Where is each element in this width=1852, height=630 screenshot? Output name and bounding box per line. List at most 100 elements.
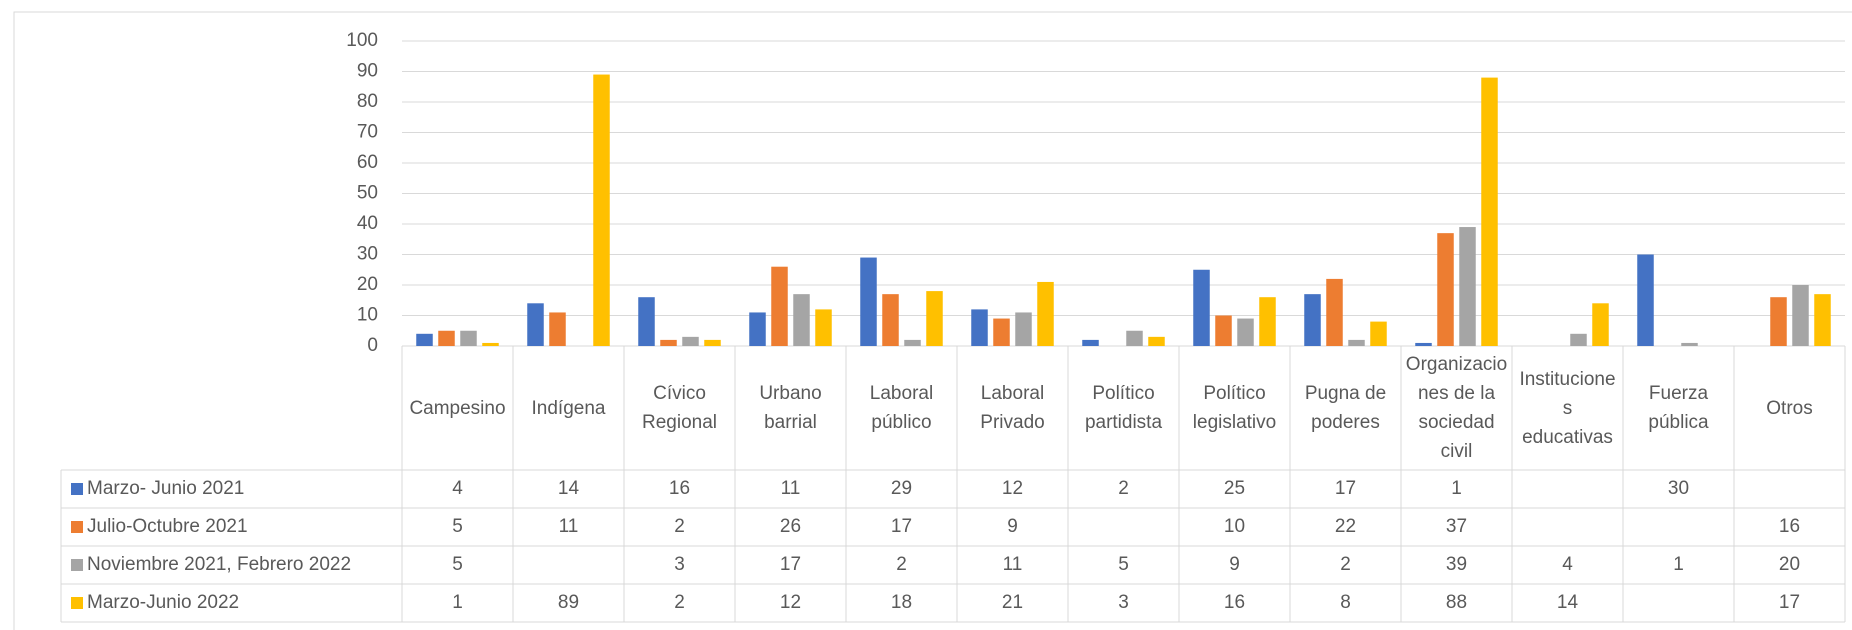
x-tick-label: Instituciones educativas	[1519, 368, 1616, 448]
bar	[1148, 336, 1165, 346]
bar	[1459, 227, 1476, 346]
table-value: 22	[1335, 516, 1356, 537]
bar	[1770, 297, 1787, 346]
bar	[704, 339, 721, 346]
table-value: 3	[674, 554, 685, 575]
bar	[1326, 278, 1343, 346]
table-value: 3	[1118, 592, 1129, 613]
x-tick-label: Organizaciones de la sociedad civil	[1405, 354, 1508, 462]
x-tick-label: Otros	[1766, 397, 1813, 419]
table-value: 89	[558, 592, 579, 613]
table-value: 17	[1779, 592, 1800, 613]
y-tick-label: 90	[357, 61, 378, 82]
table-value: 9	[1229, 554, 1240, 575]
table-value: 10	[1224, 516, 1245, 537]
bar	[1481, 77, 1498, 346]
bar	[638, 297, 655, 346]
bar	[1126, 330, 1143, 346]
table-value: 1	[1673, 554, 1684, 575]
legend-swatch	[71, 559, 83, 571]
table-value: 4	[1562, 554, 1573, 575]
bar	[438, 330, 455, 346]
bar	[1370, 321, 1387, 346]
table-value: 17	[780, 554, 801, 575]
table-value: 39	[1446, 554, 1467, 575]
table-value: 17	[1335, 478, 1356, 499]
bar	[1037, 281, 1054, 346]
x-tick-label: Fuerza pública	[1648, 383, 1709, 433]
table-value: 4	[452, 478, 463, 499]
table-value: 25	[1224, 478, 1245, 499]
y-tick-label: 30	[357, 244, 378, 265]
table-value: 21	[1002, 592, 1023, 613]
x-tick-label: Laboral Privado	[980, 383, 1045, 433]
table-value: 5	[1118, 554, 1129, 575]
bar	[1637, 254, 1654, 346]
bar	[482, 342, 499, 346]
x-tick-label: Indígena	[531, 397, 606, 419]
table-value: 16	[669, 478, 690, 499]
table-value: 11	[1003, 554, 1023, 575]
table-value: 5	[452, 516, 463, 537]
x-tick-label: Cívico Regional	[642, 383, 717, 433]
table-value: 9	[1007, 516, 1018, 537]
bar	[1348, 339, 1365, 346]
bar	[1193, 269, 1210, 346]
table-value: 2	[1340, 554, 1351, 575]
bar	[1681, 342, 1698, 346]
y-tick-label: 20	[357, 274, 378, 295]
bar	[815, 309, 832, 346]
bar	[416, 333, 433, 346]
bar	[771, 266, 788, 346]
bar	[1792, 285, 1809, 346]
table-value: 20	[1779, 554, 1800, 575]
x-tick-label: Político legislativo	[1192, 383, 1277, 433]
x-tick-label: Laboral público	[869, 383, 934, 433]
y-tick-label: 10	[357, 305, 378, 326]
x-tick-label: Político partidista	[1084, 383, 1163, 433]
table-value: 26	[780, 516, 801, 537]
legend-swatch	[71, 597, 83, 609]
table-value: 37	[1446, 516, 1467, 537]
table-value: 16	[1779, 516, 1800, 537]
table-value: 5	[452, 554, 463, 575]
bar	[1814, 294, 1831, 346]
y-tick-label: 50	[357, 183, 378, 204]
table-value: 12	[780, 592, 801, 613]
bar	[993, 318, 1010, 346]
bar	[460, 330, 477, 346]
table-value: 88	[1446, 592, 1467, 613]
y-tick-label: 40	[357, 213, 378, 234]
table-value: 30	[1668, 478, 1689, 499]
legend-label: Marzo- Junio 2021	[87, 478, 244, 499]
legend-label: Marzo-Junio 2022	[87, 592, 239, 613]
table-value: 2	[674, 516, 685, 537]
bar	[682, 336, 699, 346]
bar	[1237, 318, 1254, 346]
bar	[749, 312, 766, 346]
bar	[882, 294, 899, 346]
table-value: 1	[452, 592, 463, 613]
bar	[904, 339, 921, 346]
legend-label: Noviembre 2021, Febrero 2022	[87, 554, 351, 575]
bar	[1259, 297, 1276, 346]
y-tick-label: 0	[367, 335, 378, 356]
legend-label: Julio-Octubre 2021	[87, 516, 248, 537]
bar	[971, 309, 988, 346]
y-tick-label: 100	[346, 30, 378, 51]
table-value: 29	[891, 478, 912, 499]
bar	[1215, 315, 1232, 346]
table-value: 1	[1451, 478, 1462, 499]
table-value: 14	[558, 478, 580, 499]
bar	[527, 303, 544, 346]
table-value: 17	[891, 516, 912, 537]
x-tick-label: Pugna de poderes	[1304, 383, 1387, 433]
table-value: 2	[674, 592, 685, 613]
y-tick-label: 80	[357, 91, 378, 112]
bar	[549, 312, 566, 346]
table-value: 14	[1557, 592, 1579, 613]
y-tick-label: 70	[357, 122, 378, 143]
bar	[926, 291, 943, 346]
legend-swatch	[71, 483, 83, 495]
